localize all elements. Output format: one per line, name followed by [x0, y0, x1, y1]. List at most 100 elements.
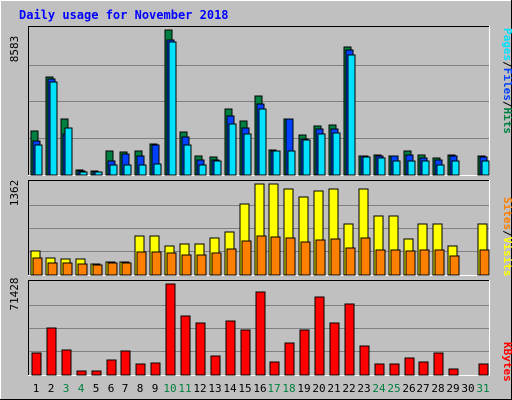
- bottom-bar-kbytes-day-1: [31, 352, 42, 376]
- middle-bar-sites-day-3: [62, 262, 73, 276]
- middle-bar-sites-day-29: [449, 255, 460, 276]
- middle-bar-sites-day-27: [419, 249, 430, 276]
- bottom-bar-kbytes-day-5: [91, 370, 102, 376]
- day-label-8: 8: [137, 382, 144, 395]
- bottom-bar-kbytes-day-14: [225, 320, 236, 376]
- day-label-27: 27: [416, 382, 429, 395]
- bottom-bar-kbytes-day-31: [478, 363, 489, 376]
- top-bar-pages-day-19: [302, 139, 311, 176]
- bottom-bar-kbytes-day-28: [433, 352, 444, 376]
- bottom-bar-kbytes-day-12: [195, 322, 206, 376]
- bottom-bar-kbytes-day-26: [404, 357, 415, 376]
- bottom-bar-kbytes-day-24: [374, 363, 385, 376]
- middle-bar-sites-day-18: [285, 237, 296, 276]
- top-bar-pages-day-10: [168, 41, 177, 176]
- bottom-legend-part-0: KBytes: [501, 342, 512, 382]
- middle-bar-sites-day-28: [434, 249, 445, 276]
- day-label-22: 22: [342, 382, 355, 395]
- top-legend-part-4: Hits: [501, 108, 512, 135]
- day-label-11: 11: [178, 382, 191, 395]
- middle-bar-sites-day-15: [241, 240, 252, 276]
- top-legend-part-1: /: [501, 61, 512, 68]
- bottom-bar-kbytes-day-3: [61, 349, 72, 376]
- day-label-14: 14: [223, 382, 237, 395]
- day-label-23: 23: [357, 382, 370, 395]
- top-legend-part-0: Pages: [501, 28, 512, 61]
- middle-panel: [28, 180, 490, 276]
- middle-bar-sites-day-6: [107, 262, 118, 276]
- top-bar-pages-day-29: [451, 160, 460, 176]
- middle-panel-max-label: 1362: [8, 180, 21, 207]
- middle-bar-sites-day-22: [345, 247, 356, 276]
- day-label-4: 4: [78, 382, 85, 395]
- top-bar-pages-day-25: [392, 160, 401, 176]
- day-label-17: 17: [267, 382, 280, 395]
- top-bar-pages-day-6: [109, 164, 118, 176]
- top-legend-part-2: Files: [501, 68, 512, 101]
- bottom-bar-kbytes-day-9: [150, 362, 161, 376]
- day-label-9: 9: [152, 382, 159, 395]
- middle-bar-sites-day-1: [32, 257, 43, 276]
- middle-bar-sites-day-20: [315, 239, 326, 276]
- middle-bar-sites-day-10: [166, 252, 177, 276]
- top-bar-pages-day-20: [317, 133, 326, 176]
- top-panel-max-label: 8583: [8, 36, 21, 63]
- bottom-bar-kbytes-day-27: [418, 361, 429, 376]
- top-bar-pages-day-2: [49, 81, 58, 176]
- day-label-3: 3: [63, 382, 70, 395]
- bottom-bar-kbytes-day-25: [389, 363, 400, 376]
- top-bar-pages-day-8: [138, 164, 147, 176]
- day-axis-labels: 1 2 3 4 5 6 7 8 9 10 11 12 13 14 15 16 17 18 19 20 21 22 23 24 2…: [33, 382, 490, 395]
- bottom-bar-kbytes-day-20: [314, 296, 325, 376]
- top-bar-pages-day-24: [377, 157, 386, 176]
- day-label-6: 6: [108, 382, 115, 395]
- top-bar-pages-day-1: [34, 144, 43, 176]
- middle-bar-sites-day-19: [300, 241, 311, 276]
- day-label-28: 28: [431, 382, 444, 395]
- top-bar-pages-day-26: [407, 160, 416, 176]
- top-panel-legend: Pages/Files/Hits: [501, 28, 512, 134]
- top-bar-pages-day-9: [153, 163, 162, 176]
- day-label-2: 2: [48, 382, 55, 395]
- day-label-18: 18: [282, 382, 295, 395]
- middle-bar-sites-day-23: [360, 237, 371, 276]
- day-label-31: 31: [476, 382, 489, 395]
- top-bar-pages-day-3: [64, 127, 73, 176]
- middle-bar-sites-day-31: [479, 249, 490, 276]
- bottom-bar-kbytes-day-22: [344, 303, 355, 376]
- top-bar-pages-day-11: [183, 144, 192, 176]
- day-label-16: 16: [253, 382, 266, 395]
- top-bar-pages-day-16: [258, 108, 267, 176]
- bottom-panel-max-label: 71428: [8, 277, 21, 310]
- day-label-15: 15: [238, 382, 251, 395]
- top-bar-pages-day-4: [79, 171, 88, 176]
- top-bar-pages-day-12: [198, 164, 207, 176]
- bottom-bar-kbytes-day-8: [135, 363, 146, 376]
- middle-bar-sites-day-26: [405, 250, 416, 276]
- bottom-bar-kbytes-day-6: [106, 359, 117, 376]
- top-bar-pages-day-17: [272, 150, 281, 176]
- middle-bar-sites-day-16: [256, 235, 267, 276]
- bottom-bar-kbytes-day-10: [165, 283, 176, 376]
- day-label-24: 24: [372, 382, 386, 395]
- day-label-5: 5: [93, 382, 100, 395]
- chart-title: Daily usage for November 2018: [19, 8, 229, 22]
- top-legend-part-3: /: [501, 101, 512, 108]
- bottom-bar-kbytes-day-21: [329, 322, 340, 376]
- middle-bar-sites-day-21: [330, 238, 341, 276]
- middle-bar-sites-day-2: [47, 262, 58, 276]
- day-label-21: 21: [327, 382, 340, 395]
- bottom-bar-kbytes-day-2: [46, 327, 57, 376]
- middle-bar-sites-day-11: [181, 254, 192, 276]
- middle-legend-part-1: /: [501, 230, 512, 237]
- bottom-bar-kbytes-day-18: [284, 342, 295, 376]
- bottom-bar-kbytes-day-19: [299, 329, 310, 376]
- day-label-29: 29: [446, 382, 459, 395]
- middle-bar-sites-day-8: [136, 251, 147, 276]
- bottom-bar-kbytes-day-29: [448, 368, 459, 376]
- middle-bar-sites-day-9: [151, 251, 162, 276]
- bottom-bar-kbytes-day-13: [210, 355, 221, 376]
- bottom-bar-kbytes-day-23: [359, 345, 370, 376]
- bottom-bar-kbytes-day-4: [76, 370, 87, 376]
